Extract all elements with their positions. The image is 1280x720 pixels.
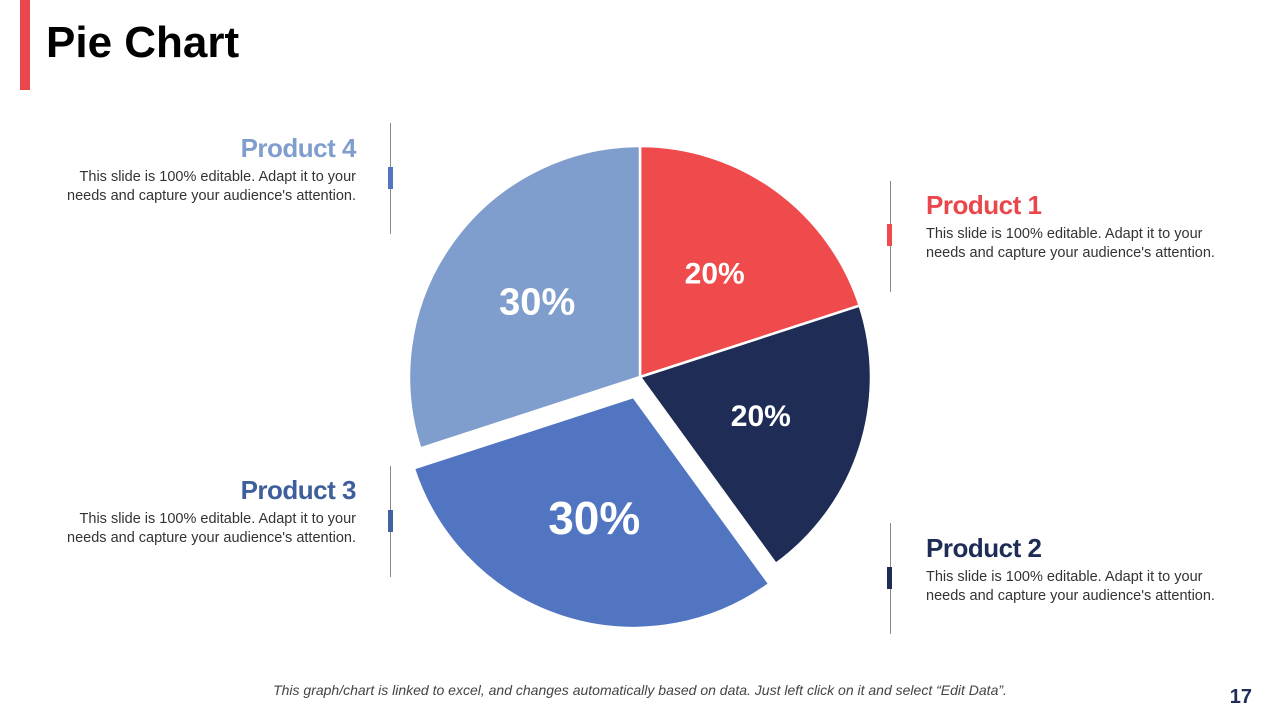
product-2-legend: Product 2 This slide is 100% editable. A…	[926, 533, 1226, 606]
data-label: 30%	[548, 492, 640, 544]
product-4-marker	[388, 167, 393, 189]
data-label: 30%	[499, 281, 575, 323]
product-3-desc: This slide is 100% editable. Adapt it to…	[67, 511, 356, 546]
product-2-title: Product 2	[926, 533, 1042, 563]
product-1-desc: This slide is 100% editable. Adapt it to…	[926, 226, 1215, 261]
product-3-marker	[388, 510, 393, 532]
product-4-title: Product 4	[240, 133, 357, 163]
product-2-marker	[887, 567, 892, 589]
product-2-desc: This slide is 100% editable. Adapt it to…	[926, 569, 1215, 604]
product-1-marker	[887, 224, 892, 246]
data-label: 20%	[685, 258, 745, 291]
footer-note: This graph/chart is linked to excel, and…	[273, 682, 1007, 698]
product-3-legend: Product 3 This slide is 100% editable. A…	[56, 475, 356, 548]
pie-slice-product-4[interactable]	[407, 144, 642, 450]
title-accent-bar	[20, 0, 30, 90]
pie-slice-product-2[interactable]	[637, 304, 873, 566]
page-title: Pie Chart	[46, 18, 240, 67]
pie-slice-product-3[interactable]	[412, 395, 772, 630]
product-1-title: Product 1	[926, 190, 1042, 220]
product-1-legend: Product 1 This slide is 100% editable. A…	[926, 190, 1226, 263]
product-4-desc: This slide is 100% editable. Adapt it to…	[67, 169, 356, 204]
product-3-title: Product 3	[240, 475, 357, 505]
product-4-legend: Product 4 This slide is 100% editable. A…	[56, 133, 356, 206]
page-number: 17	[1229, 686, 1252, 708]
data-label: 20%	[731, 400, 791, 433]
pie-slice-product-1[interactable]	[638, 144, 862, 379]
